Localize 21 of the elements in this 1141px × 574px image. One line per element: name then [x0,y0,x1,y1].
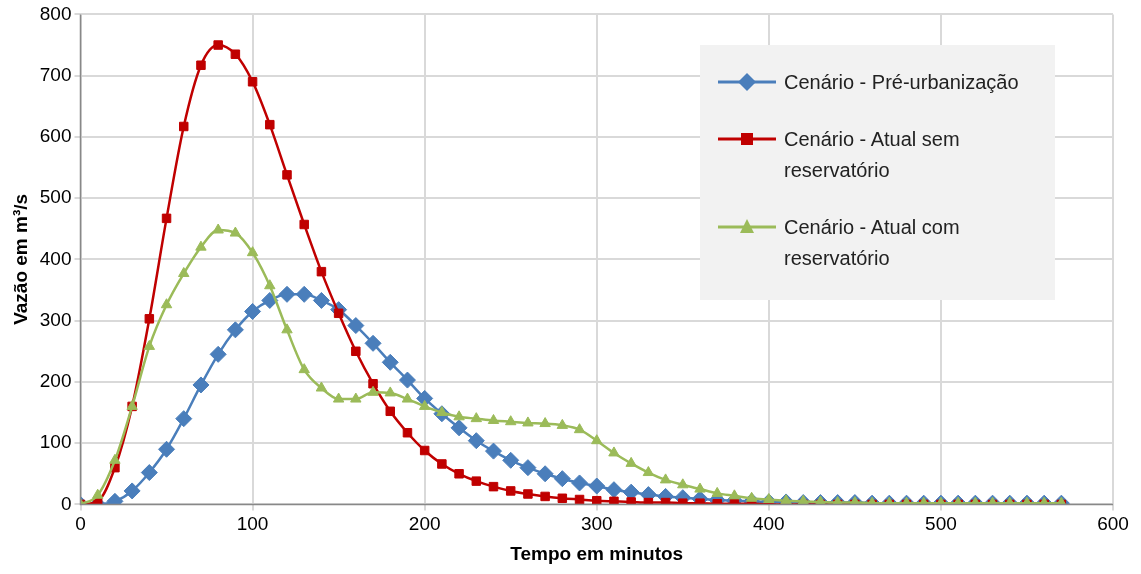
y-tick-label: 300 [39,308,72,330]
y-tick-label: 800 [39,2,72,24]
x-tick-label: 500 [925,513,957,535]
legend-label: Cenário - Atual com reservatório [784,215,961,271]
y-tick-label: 200 [39,370,72,392]
y-tick-label: 0 [60,492,72,514]
x-tick-label: 400 [752,513,785,535]
y-tick-label: 400 [39,247,72,269]
x-tick-label: 0 [75,513,86,535]
x-tick-label: 300 [580,513,613,535]
y-axis-title: Vazão em m³/s [9,193,31,325]
y-tick-label: 100 [39,431,72,453]
x-axis-title: Tempo em minutos [510,542,684,564]
legend-label: Cenário - Atual sem reservatório [784,127,961,183]
x-tick-label: 600 [1097,513,1129,535]
y-tick-label: 600 [39,125,72,147]
legend-label: Cenário - Pré-urbanização [784,70,1019,95]
y-tick-label: 700 [39,63,72,85]
x-tick-label: 200 [408,513,441,535]
x-tick-label: 100 [236,513,269,535]
y-tick-label: 500 [39,186,72,208]
